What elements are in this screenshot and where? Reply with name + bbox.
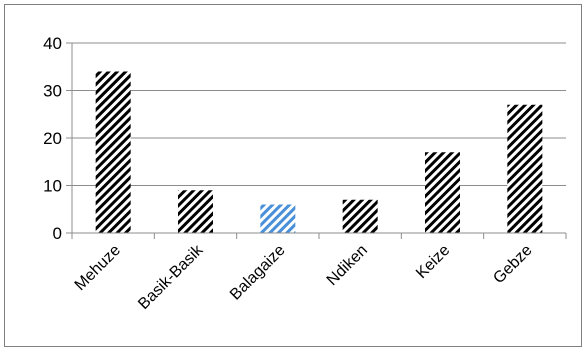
x-axis-labels: Mehuze Basik-Basik Balagaize Ndiken Keize Geb… — [72, 241, 536, 313]
gridlines — [72, 42, 566, 186]
axes — [71, 43, 567, 239]
bar-balagaize — [260, 204, 296, 233]
y-axis-ticks: 0 10 20 30 40 — [43, 34, 72, 243]
bar-basik-basik — [178, 190, 213, 233]
bar-keize — [425, 152, 460, 233]
bar-gebze — [507, 104, 543, 233]
y-tick-label: 20 — [43, 129, 62, 148]
y-tick-label: 40 — [43, 34, 62, 53]
x-category-label: Gebze — [490, 242, 535, 287]
x-category-label: Balagaize — [227, 242, 289, 304]
y-tick-label: 10 — [43, 177, 62, 196]
y-tick-label: 0 — [53, 224, 62, 243]
x-category-label: Ndiken — [324, 242, 371, 289]
x-category-label: Keize — [413, 242, 453, 282]
bars — [95, 71, 543, 233]
bar-ndiken — [342, 199, 378, 233]
y-tick-label: 30 — [43, 82, 62, 101]
x-category-label: Basik-Basik — [135, 241, 207, 313]
x-category-label: Mehuze — [72, 242, 124, 294]
bar-mehuze — [95, 71, 131, 233]
